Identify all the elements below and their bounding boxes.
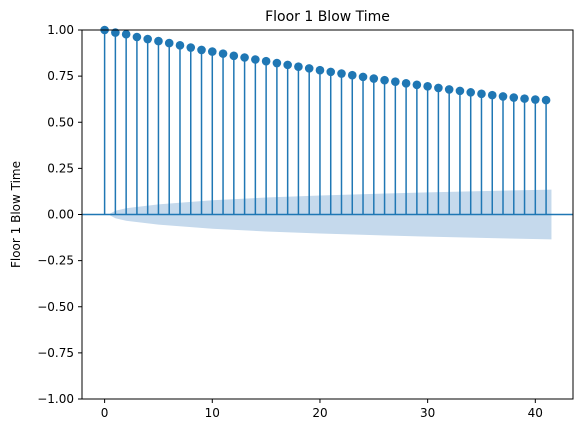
x-tick-label: 20 [312,406,327,420]
acf-point [326,67,336,77]
acf-point [520,94,529,103]
acf-point [509,93,519,102]
y-tick-label: 1.00 [47,23,74,37]
y-tick-label: 0.00 [47,208,74,222]
acf-point [251,55,260,64]
y-tick-label: 0.75 [47,69,74,83]
acf-point [175,41,185,50]
acf-point [347,70,357,80]
acf-point [272,58,282,68]
acf-point [466,88,476,97]
acf-point [455,86,465,96]
acf-point [261,56,271,66]
y-tick-label: −0.25 [37,254,74,268]
acf-point [197,45,206,55]
acf-point [218,49,228,58]
stem-layer [103,30,547,215]
y-axis-label: Floor 1 Blow Time [9,161,23,268]
acf-point [164,38,174,48]
axes-layer [81,29,574,400]
y-tick-label: 0.50 [47,115,74,129]
tick-layer: 0 10 20 30 40 −1.00 −0.75 −0.50 −0.25 0.00 0.25 0.5… [37,23,543,420]
y-tick-label: −1.00 [37,392,74,406]
acf-point [121,29,131,39]
y-tick-label: 0.25 [47,161,74,175]
acf-point [207,47,217,56]
x-tick-label: 40 [528,406,543,420]
acf-point [143,34,152,44]
acf-point [477,89,486,99]
acf-point [487,90,497,100]
acf-point [444,85,454,94]
acf-point [423,81,432,91]
marker-layer [100,25,551,105]
acf-point [294,62,303,72]
acf-point [186,43,196,52]
acf-point [541,95,551,105]
acf-point [401,79,411,88]
acf-point [315,65,325,75]
acf-point [283,60,292,70]
acf-point [240,53,249,62]
acf-point [229,51,239,61]
x-tick-label: 10 [205,406,220,420]
x-tick-label: 30 [420,406,435,420]
acf-point [304,64,314,73]
acf-point [369,74,379,83]
y-tick-label: −0.50 [37,300,74,314]
acf-point [412,80,422,90]
acf-point [358,72,368,82]
acf-point [154,36,163,46]
chart-title: Floor 1 Blow Time [265,9,390,25]
acf-point [498,92,508,101]
acf-point [380,75,389,85]
y-tick-label: −0.75 [37,346,74,360]
acf-point [132,32,142,42]
acf-point [391,77,400,86]
acf-point [531,95,540,104]
x-tick-label: 0 [101,406,109,420]
acf-point [337,69,346,78]
acf-point [434,83,443,93]
